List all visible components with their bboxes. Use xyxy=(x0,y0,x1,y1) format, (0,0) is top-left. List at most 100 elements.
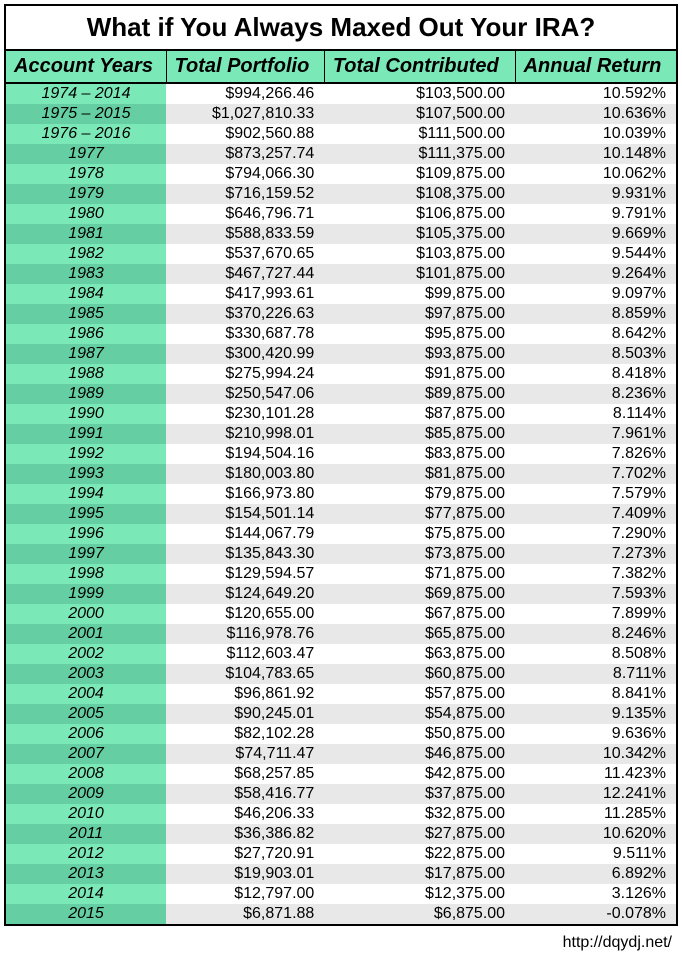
cell-return: 10.592% xyxy=(515,83,676,104)
col-years: Account Years xyxy=(6,51,166,83)
cell-portfolio: $166,973.80 xyxy=(166,484,324,504)
table-row: 2008$68,257.85$42,875.0011.423% xyxy=(6,764,676,784)
cell-return: 7.273% xyxy=(515,544,676,564)
ira-table: Account Years Total Portfolio Total Cont… xyxy=(6,51,676,924)
cell-year: 1998 xyxy=(6,564,166,584)
cell-year: 2004 xyxy=(6,684,166,704)
cell-contributed: $93,875.00 xyxy=(324,344,515,364)
cell-return: 7.593% xyxy=(515,584,676,604)
cell-portfolio: $1,027,810.33 xyxy=(166,104,324,124)
cell-contributed: $108,375.00 xyxy=(324,184,515,204)
table-row: 1980$646,796.71$106,875.009.791% xyxy=(6,204,676,224)
table-row: 2002$112,603.47$63,875.008.508% xyxy=(6,644,676,664)
table-row: 2004$96,861.92$57,875.008.841% xyxy=(6,684,676,704)
cell-year: 1980 xyxy=(6,204,166,224)
cell-return: 11.423% xyxy=(515,764,676,784)
cell-portfolio: $716,159.52 xyxy=(166,184,324,204)
cell-contributed: $22,875.00 xyxy=(324,844,515,864)
cell-return: 7.961% xyxy=(515,424,676,444)
cell-contributed: $75,875.00 xyxy=(324,524,515,544)
cell-return: 3.126% xyxy=(515,884,676,904)
table-row: 1992$194,504.16$83,875.007.826% xyxy=(6,444,676,464)
cell-contributed: $73,875.00 xyxy=(324,544,515,564)
cell-return: 9.544% xyxy=(515,244,676,264)
cell-contributed: $50,875.00 xyxy=(324,724,515,744)
table-container: What if You Always Maxed Out Your IRA? A… xyxy=(4,4,678,926)
cell-year: 2015 xyxy=(6,904,166,924)
cell-year: 1995 xyxy=(6,504,166,524)
cell-portfolio: $794,066.30 xyxy=(166,164,324,184)
cell-return: 8.236% xyxy=(515,384,676,404)
cell-contributed: $37,875.00 xyxy=(324,784,515,804)
cell-portfolio: $82,102.28 xyxy=(166,724,324,744)
cell-return: 10.620% xyxy=(515,824,676,844)
cell-year: 1990 xyxy=(6,404,166,424)
table-row: 2013$19,903.01$17,875.006.892% xyxy=(6,864,676,884)
cell-contributed: $111,500.00 xyxy=(324,124,515,144)
cell-return: 8.642% xyxy=(515,324,676,344)
cell-contributed: $109,875.00 xyxy=(324,164,515,184)
cell-contributed: $105,375.00 xyxy=(324,224,515,244)
cell-contributed: $99,875.00 xyxy=(324,284,515,304)
cell-return: 7.382% xyxy=(515,564,676,584)
cell-contributed: $54,875.00 xyxy=(324,704,515,724)
table-row: 2009$58,416.77$37,875.0012.241% xyxy=(6,784,676,804)
page-title: What if You Always Maxed Out Your IRA? xyxy=(6,6,676,51)
cell-contributed: $91,875.00 xyxy=(324,364,515,384)
table-row: 1988$275,994.24$91,875.008.418% xyxy=(6,364,676,384)
cell-return: 8.114% xyxy=(515,404,676,424)
cell-return: 9.669% xyxy=(515,224,676,244)
cell-portfolio: $104,783.65 xyxy=(166,664,324,684)
cell-return: 7.826% xyxy=(515,444,676,464)
cell-portfolio: $144,067.79 xyxy=(166,524,324,544)
cell-portfolio: $135,843.30 xyxy=(166,544,324,564)
table-row: 1985$370,226.63$97,875.008.859% xyxy=(6,304,676,324)
cell-return: 7.579% xyxy=(515,484,676,504)
cell-portfolio: $129,594.57 xyxy=(166,564,324,584)
cell-year: 2007 xyxy=(6,744,166,764)
cell-contributed: $17,875.00 xyxy=(324,864,515,884)
table-row: 1982$537,670.65$103,875.009.544% xyxy=(6,244,676,264)
cell-portfolio: $275,994.24 xyxy=(166,364,324,384)
cell-return: 9.791% xyxy=(515,204,676,224)
cell-contributed: $95,875.00 xyxy=(324,324,515,344)
cell-portfolio: $194,504.16 xyxy=(166,444,324,464)
cell-year: 1994 xyxy=(6,484,166,504)
cell-contributed: $27,875.00 xyxy=(324,824,515,844)
cell-portfolio: $74,711.47 xyxy=(166,744,324,764)
cell-year: 2000 xyxy=(6,604,166,624)
cell-portfolio: $467,727.44 xyxy=(166,264,324,284)
table-row: 2003$104,783.65$60,875.008.711% xyxy=(6,664,676,684)
cell-year: 1987 xyxy=(6,344,166,364)
cell-return: 8.711% xyxy=(515,664,676,684)
table-row: 1995$154,501.14$77,875.007.409% xyxy=(6,504,676,524)
cell-contributed: $65,875.00 xyxy=(324,624,515,644)
cell-year: 2009 xyxy=(6,784,166,804)
cell-contributed: $57,875.00 xyxy=(324,684,515,704)
cell-contributed: $81,875.00 xyxy=(324,464,515,484)
table-row: 1993$180,003.80$81,875.007.702% xyxy=(6,464,676,484)
cell-contributed: $63,875.00 xyxy=(324,644,515,664)
table-row: 2006$82,102.28$50,875.009.636% xyxy=(6,724,676,744)
table-row: 1981$588,833.59$105,375.009.669% xyxy=(6,224,676,244)
cell-portfolio: $537,670.65 xyxy=(166,244,324,264)
cell-year: 1993 xyxy=(6,464,166,484)
table-row: 1987$300,420.99$93,875.008.503% xyxy=(6,344,676,364)
table-row: 2010$46,206.33$32,875.0011.285% xyxy=(6,804,676,824)
cell-year: 1982 xyxy=(6,244,166,264)
cell-return: 7.290% xyxy=(515,524,676,544)
cell-year: 1988 xyxy=(6,364,166,384)
col-return: Annual Return xyxy=(515,51,676,83)
cell-return: 9.135% xyxy=(515,704,676,724)
cell-portfolio: $370,226.63 xyxy=(166,304,324,324)
cell-year: 1979 xyxy=(6,184,166,204)
table-row: 2005$90,245.01$54,875.009.135% xyxy=(6,704,676,724)
cell-return: 10.039% xyxy=(515,124,676,144)
cell-contributed: $111,375.00 xyxy=(324,144,515,164)
cell-contributed: $87,875.00 xyxy=(324,404,515,424)
table-row: 1976 – 2016$902,560.88$111,500.0010.039% xyxy=(6,124,676,144)
cell-year: 1991 xyxy=(6,424,166,444)
cell-year: 1983 xyxy=(6,264,166,284)
cell-portfolio: $6,871.88 xyxy=(166,904,324,924)
cell-portfolio: $902,560.88 xyxy=(166,124,324,144)
